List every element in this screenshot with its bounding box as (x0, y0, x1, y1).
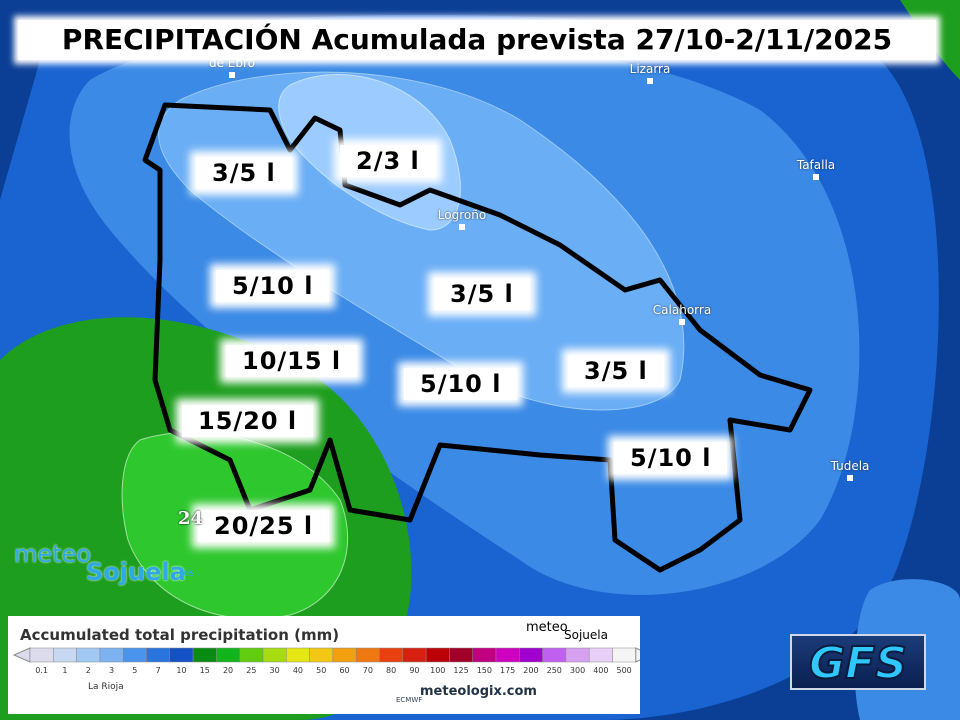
colorbar-label: 125 (453, 666, 468, 675)
place-label: Calahorra (652, 303, 712, 317)
legend-model-logo: ECMWF (396, 696, 423, 704)
grid-point: 24 (178, 508, 204, 529)
colorbar-swatch (146, 647, 171, 663)
zone-label: 20/25 l (198, 510, 330, 542)
colorbar-label: 2 (86, 666, 91, 675)
zone-label: 2/3 l (340, 145, 436, 177)
colorbar-swatch (588, 647, 613, 663)
legend-source: meteologix.com (420, 684, 537, 699)
colorbar-label: 50 (316, 666, 326, 675)
colorbar-swatch (262, 647, 287, 663)
colorbar-label: 15 (200, 666, 210, 675)
colorbar-label: 90 (409, 666, 419, 675)
colorbar: 0.1 1 2 3 5 7 10 15 20 25 30 40 50 60 70 80 90 100 125 150 1… (12, 647, 640, 675)
colorbar-label: 250 (547, 666, 562, 675)
place-dot (647, 78, 653, 84)
colorbar-swatch (542, 647, 567, 663)
model-badge: GFS (790, 634, 926, 690)
place-label: Tudela (830, 459, 870, 473)
colorbar-swatch (122, 647, 147, 663)
title: PRECIPITACIÓN Acumulada prevista 27/10-2… (18, 20, 936, 60)
colorbar-label: 70 (363, 666, 373, 675)
colorbar-label: 60 (339, 666, 349, 675)
colorbar-swatch (192, 647, 217, 663)
colorbar-label: 25 (246, 666, 256, 675)
legend-brand1: meteo (526, 620, 568, 635)
colorbar-swatch (355, 647, 380, 663)
place-label: Logroño (437, 208, 487, 222)
colorbar-swatch (565, 647, 590, 663)
brand-suffix: .es (180, 568, 195, 579)
brand-word2: Sojuela (86, 558, 186, 586)
colorbar-swatch (239, 647, 264, 663)
colorbar-swatch (99, 647, 124, 663)
legend: Accumulated total precipitation (mm) met… (8, 616, 640, 714)
colorbar-label: 175 (500, 666, 515, 675)
colorbar-swatch (53, 647, 77, 663)
zone-label: 5/10 l (614, 442, 728, 474)
colorbar-label: 20 (223, 666, 233, 675)
colorbar-swatch (332, 647, 357, 663)
zone-label: 5/10 l (216, 270, 330, 302)
brand-word1: meteo (14, 540, 92, 568)
colorbar-swatch (495, 647, 520, 663)
colorbar-left-arrow (12, 647, 31, 663)
colorbar-label: 500 (617, 666, 632, 675)
colorbar-swatch (449, 647, 473, 663)
band-3mm (158, 71, 685, 411)
colorbar-label: 1 (62, 666, 67, 675)
colorbar-right-arrow (635, 647, 640, 663)
place-label: Tafalla (796, 158, 836, 172)
colorbar-label: 3 (109, 666, 114, 675)
colorbar-swatch (76, 647, 101, 663)
legend-region: La Rioja (88, 682, 124, 692)
colorbar-label: 80 (386, 666, 396, 675)
zone-label: 15/20 l (182, 405, 314, 437)
place-dot (459, 224, 465, 230)
colorbar-label: 30 (270, 666, 280, 675)
colorbar-label: 40 (293, 666, 303, 675)
zone-label: 3/5 l (568, 355, 664, 387)
colorbar-swatch (379, 647, 404, 663)
legend-brand2: Sojuela (564, 628, 608, 642)
zone-label: 3/5 l (434, 278, 530, 310)
colorbar-swatch (472, 647, 497, 663)
colorbar-swatch (169, 647, 194, 663)
colorbar-swatch (286, 647, 310, 663)
legend-title: Accumulated total precipitation (mm) (20, 626, 340, 644)
colorbar-label: 150 (477, 666, 492, 675)
colorbar-label: 400 (593, 666, 608, 675)
place-label: Lizarra (629, 62, 671, 76)
colorbar-label: 300 (570, 666, 585, 675)
colorbar-swatch (612, 647, 637, 663)
place-dot (813, 174, 819, 180)
colorbar-swatch (29, 647, 54, 663)
colorbar-swatch (519, 647, 543, 663)
colorbar-label: 10 (176, 666, 186, 675)
colorbar-label: 7 (156, 666, 161, 675)
colorbar-swatch (216, 647, 240, 663)
la-rioja-border (142, 102, 813, 573)
colorbar-swatch (402, 647, 427, 663)
zone-label: 5/10 l (404, 368, 518, 400)
place-dot (679, 319, 685, 325)
place-dot (229, 72, 235, 78)
place-dot (847, 475, 853, 481)
colorbar-label: 0.1 (35, 666, 48, 675)
colorbar-label: 200 (523, 666, 538, 675)
colorbar-swatch (309, 647, 334, 663)
colorbar-label: 100 (430, 666, 445, 675)
colorbar-swatch (425, 647, 450, 663)
zone-label: 10/15 l (226, 345, 358, 377)
zone-label: 3/5 l (196, 157, 292, 189)
colorbar-label: 5 (132, 666, 137, 675)
place-dots (229, 72, 853, 481)
